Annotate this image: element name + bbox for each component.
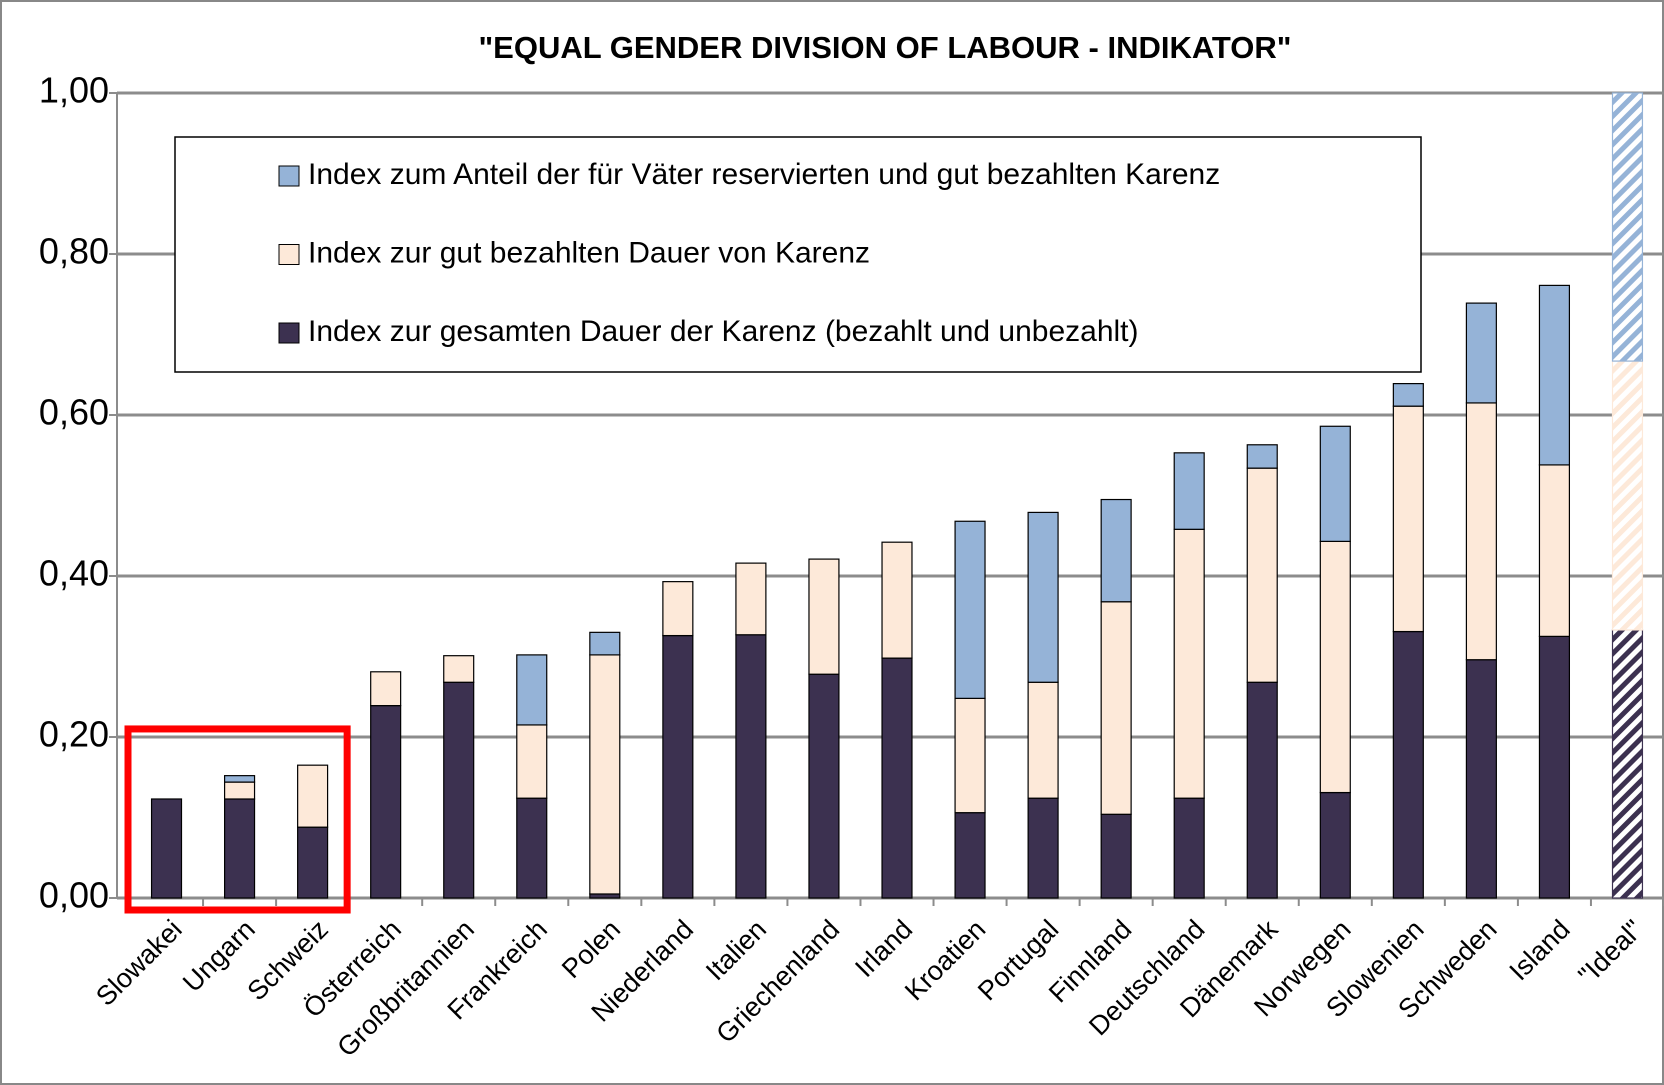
y-tick-label: 0,60 — [39, 392, 109, 433]
legend-label: Index zum Anteil der für Väter reservier… — [308, 158, 1220, 191]
bar-segment — [1173, 528, 1205, 799]
bar-segment — [370, 671, 402, 707]
bar-segment — [223, 781, 256, 800]
bar-segment — [1246, 681, 1278, 899]
bar-segment — [881, 657, 913, 899]
chart-title: "EQUAL GENDER DIVISION OF LABOUR - INDIK… — [478, 30, 1291, 65]
bar-segment — [662, 581, 694, 637]
legend-box — [174, 136, 1422, 373]
legend-swatch — [278, 165, 300, 187]
bar-segment — [589, 631, 621, 656]
bar-segment — [1538, 284, 1571, 466]
bar-segment — [1173, 797, 1205, 899]
bar-segment — [1392, 383, 1424, 407]
bar-segment — [1319, 425, 1351, 542]
bar-segment — [808, 673, 840, 899]
bar-segment — [516, 654, 548, 726]
bar-segment — [1319, 540, 1351, 794]
bar-segment — [516, 797, 548, 899]
y-tick-label: 0,40 — [39, 553, 109, 594]
legend-label: Index zur gesamten Dauer der Karenz (bez… — [308, 315, 1139, 348]
legend-swatch — [278, 244, 300, 265]
bar-segment — [662, 634, 694, 899]
bar-segment — [443, 681, 475, 899]
legend-label: Index zur gut bezahlten Dauer von Karenz — [308, 236, 870, 269]
bar-segment — [1319, 791, 1351, 899]
bar-segment — [1100, 601, 1132, 815]
highlight-box — [124, 725, 351, 914]
y-tick-label: 1,00 — [39, 70, 109, 111]
bar-segment — [954, 520, 986, 699]
bar-segment — [589, 893, 621, 899]
bar-segment — [1465, 659, 1497, 899]
bar-segment — [954, 697, 986, 814]
bar-segment — [1100, 498, 1132, 603]
bar-segment — [516, 724, 548, 799]
bar-segment — [1027, 681, 1059, 799]
bar-segment — [1027, 797, 1059, 899]
bar-segment — [1611, 629, 1644, 899]
bar-segment — [954, 812, 986, 899]
bar-segment — [1027, 511, 1059, 683]
bar-segment — [297, 826, 329, 899]
bar-segment — [1538, 635, 1571, 899]
bar-segment — [1173, 452, 1205, 530]
bar-segment — [1611, 92, 1644, 362]
bar-segment — [1465, 402, 1497, 661]
bar-segment — [589, 654, 621, 895]
bar-segment — [1538, 464, 1571, 637]
bar-segment — [735, 562, 767, 636]
bar-segment — [808, 558, 840, 675]
bar-segment — [223, 798, 256, 899]
bar-segment — [150, 798, 183, 899]
bar-segment — [1392, 405, 1424, 633]
y-tick-label: 0,00 — [39, 875, 109, 916]
bar-segment — [1100, 813, 1132, 899]
bar-segment — [223, 775, 256, 783]
bar-segment — [1246, 444, 1278, 469]
bar-segment — [1465, 302, 1497, 404]
bar-segment — [1246, 467, 1278, 683]
bar-segment — [735, 634, 767, 899]
bar-segment — [1392, 630, 1424, 899]
y-tick-label: 0,20 — [39, 714, 109, 755]
legend-swatch — [278, 322, 300, 344]
bar-segment — [443, 655, 475, 683]
bar-segment — [370, 705, 402, 899]
bar-segment — [1611, 360, 1644, 631]
y-tick-label: 0,80 — [39, 231, 109, 272]
bar-segment — [297, 764, 329, 828]
bar-segment — [881, 541, 913, 659]
